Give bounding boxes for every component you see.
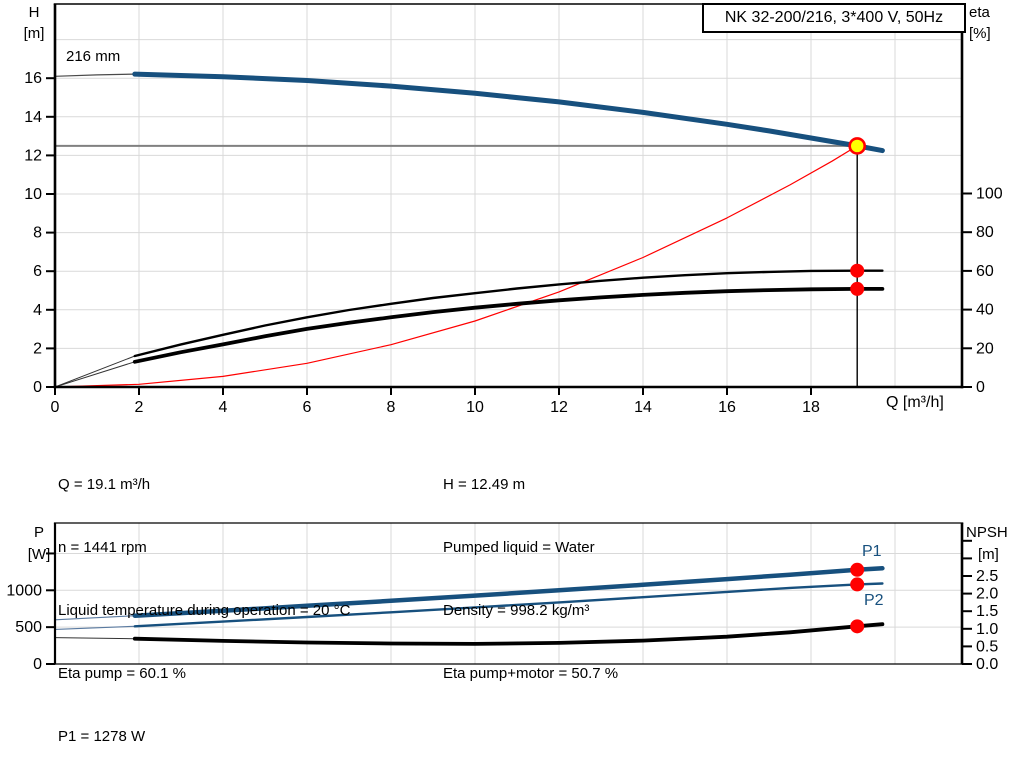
eta-pump-curve <box>133 269 884 358</box>
result-text-block: P1 = 1278 W P2 = 1080 W NPSH = 1.07 m Ma… <box>58 684 389 781</box>
p2-curve <box>133 582 884 628</box>
hq-eta-chart-xtick-label: 0 <box>51 399 60 416</box>
p2-point <box>850 577 865 592</box>
hq-eta-chart-xtick-label: 6 <box>303 399 312 416</box>
power-npsh-chart-P-tick-label: 1000 <box>6 582 42 599</box>
h-axis-label-symbol: H <box>28 4 40 21</box>
npsh-axis-label-unit: [m] <box>978 546 999 563</box>
hq-eta-chart-H-tick-label: 6 <box>33 263 42 280</box>
duty-point <box>848 137 867 155</box>
hq-eta-chart-eta-tick-label: 100 <box>976 186 1003 203</box>
hq-eta-chart-xtick-label: 4 <box>219 399 228 416</box>
p-axis-label-symbol: P <box>33 524 44 541</box>
p-axis-label-unit: [W] <box>27 546 51 563</box>
operating-data-column-2: H = 12.49 m Pumped liquid = Water Densit… <box>443 432 618 726</box>
liquid-temperature-line: Liquid temperature during operation = 20… <box>58 602 351 619</box>
pumped-liquid-line: Pumped liquid = Water <box>443 539 595 556</box>
speed-value-line: n = 1441 rpm <box>58 539 147 556</box>
operating-data-column-1: Q = 19.1 m³/h n = 1441 rpm Liquid temper… <box>58 432 350 726</box>
hq-eta-chart-xtick-label: 10 <box>466 399 484 416</box>
eta-pump-motor-point <box>850 281 865 296</box>
pump-title-box: NK 32-200/216, 3*400 V, 50Hz <box>702 3 966 33</box>
hq-eta-chart-xtick-label: 16 <box>718 399 736 416</box>
hq-eta-chart-H-tick-label: 10 <box>24 186 42 203</box>
hq-eta-chart-H-tick-label: 12 <box>24 147 42 164</box>
power-npsh-chart-P-tick-label: 0 <box>33 656 42 673</box>
hq-eta-chart-eta-tick-label: 40 <box>976 302 994 319</box>
hq-eta-chart-xtick-label: 2 <box>135 399 144 416</box>
power-npsh-chart-NPSH-tick-label: 2.5 <box>976 568 998 585</box>
power-npsh-chart-NPSH-tick-label: 1.0 <box>976 621 998 638</box>
q-axis-label: Q [m³/h] <box>886 394 944 411</box>
p1-result-line: P1 = 1278 W <box>58 728 146 745</box>
npsh-axis-label-symbol: NPSH <box>966 524 1008 541</box>
head-curve <box>132 71 885 154</box>
hq-eta-chart-H-tick-label: 0 <box>33 379 42 396</box>
density-line: Density = 998.2 kg/m³ <box>443 602 590 619</box>
head-value-line: H = 12.49 m <box>443 476 526 493</box>
eta-pump-motor-lead <box>54 361 136 388</box>
eta-pump-point <box>850 263 865 278</box>
hq-eta-chart-H-tick-label: 4 <box>33 302 42 319</box>
hq-eta-chart-H-tick-label: 2 <box>33 340 42 357</box>
hq-eta-chart-eta-tick-label: 0 <box>976 379 985 396</box>
p2-curve-label: P2 <box>864 592 884 609</box>
npsh-curve <box>132 622 885 646</box>
hq-eta-chart-xtick-label: 14 <box>634 399 652 416</box>
eta-pump-line: Eta pump = 60.1 % <box>58 665 186 682</box>
hq-eta-chart-xtick-label: 12 <box>550 399 568 416</box>
eta-pump-motor-curve <box>132 286 885 364</box>
p1-curve-label: P1 <box>862 543 882 560</box>
hq-eta-chart-H-tick-label: 16 <box>24 70 42 87</box>
eta-axis-label-symbol: eta <box>969 4 990 21</box>
hq-eta-chart-eta-tick-label: 60 <box>976 263 994 280</box>
p1-curve-lead <box>54 615 136 621</box>
eta-pump-motor-line: Eta pump+motor = 50.7 % <box>443 665 619 682</box>
hq-eta-chart-xtick-label: 18 <box>802 399 820 416</box>
p1-point <box>850 562 865 577</box>
hq-eta-chart-eta-tick-label: 80 <box>976 224 994 241</box>
power-npsh-chart-NPSH-tick-label: 0.0 <box>976 656 998 673</box>
p1-curve <box>132 566 885 618</box>
hq-eta-chart-H-tick-label: 8 <box>33 225 42 242</box>
head-curve-lead <box>54 73 136 77</box>
eta-axis-label-unit: [%] <box>969 25 991 42</box>
npsh-point <box>850 619 865 634</box>
impeller-diameter-label: 216 mm <box>66 48 121 65</box>
eta-pump-lead <box>54 355 136 388</box>
power-npsh-chart-NPSH-tick-label: 1.5 <box>976 603 998 620</box>
system-curve <box>54 145 858 388</box>
p2-curve-lead <box>54 625 136 630</box>
hq-eta-chart-xtick-label: 8 <box>387 399 396 416</box>
hq-eta-chart-H-tick-label: 14 <box>24 109 42 126</box>
q-value-line: Q = 19.1 m³/h <box>58 476 151 493</box>
npsh-curve-lead <box>54 637 136 640</box>
h-axis-label-unit: [m] <box>23 25 45 42</box>
power-npsh-chart-NPSH-tick-label: 2.0 <box>976 586 998 603</box>
power-npsh-chart-NPSH-tick-label: 0.5 <box>976 638 998 655</box>
hq-eta-chart-eta-tick-label: 20 <box>976 340 994 357</box>
power-npsh-chart-P-tick-label: 500 <box>15 619 42 636</box>
